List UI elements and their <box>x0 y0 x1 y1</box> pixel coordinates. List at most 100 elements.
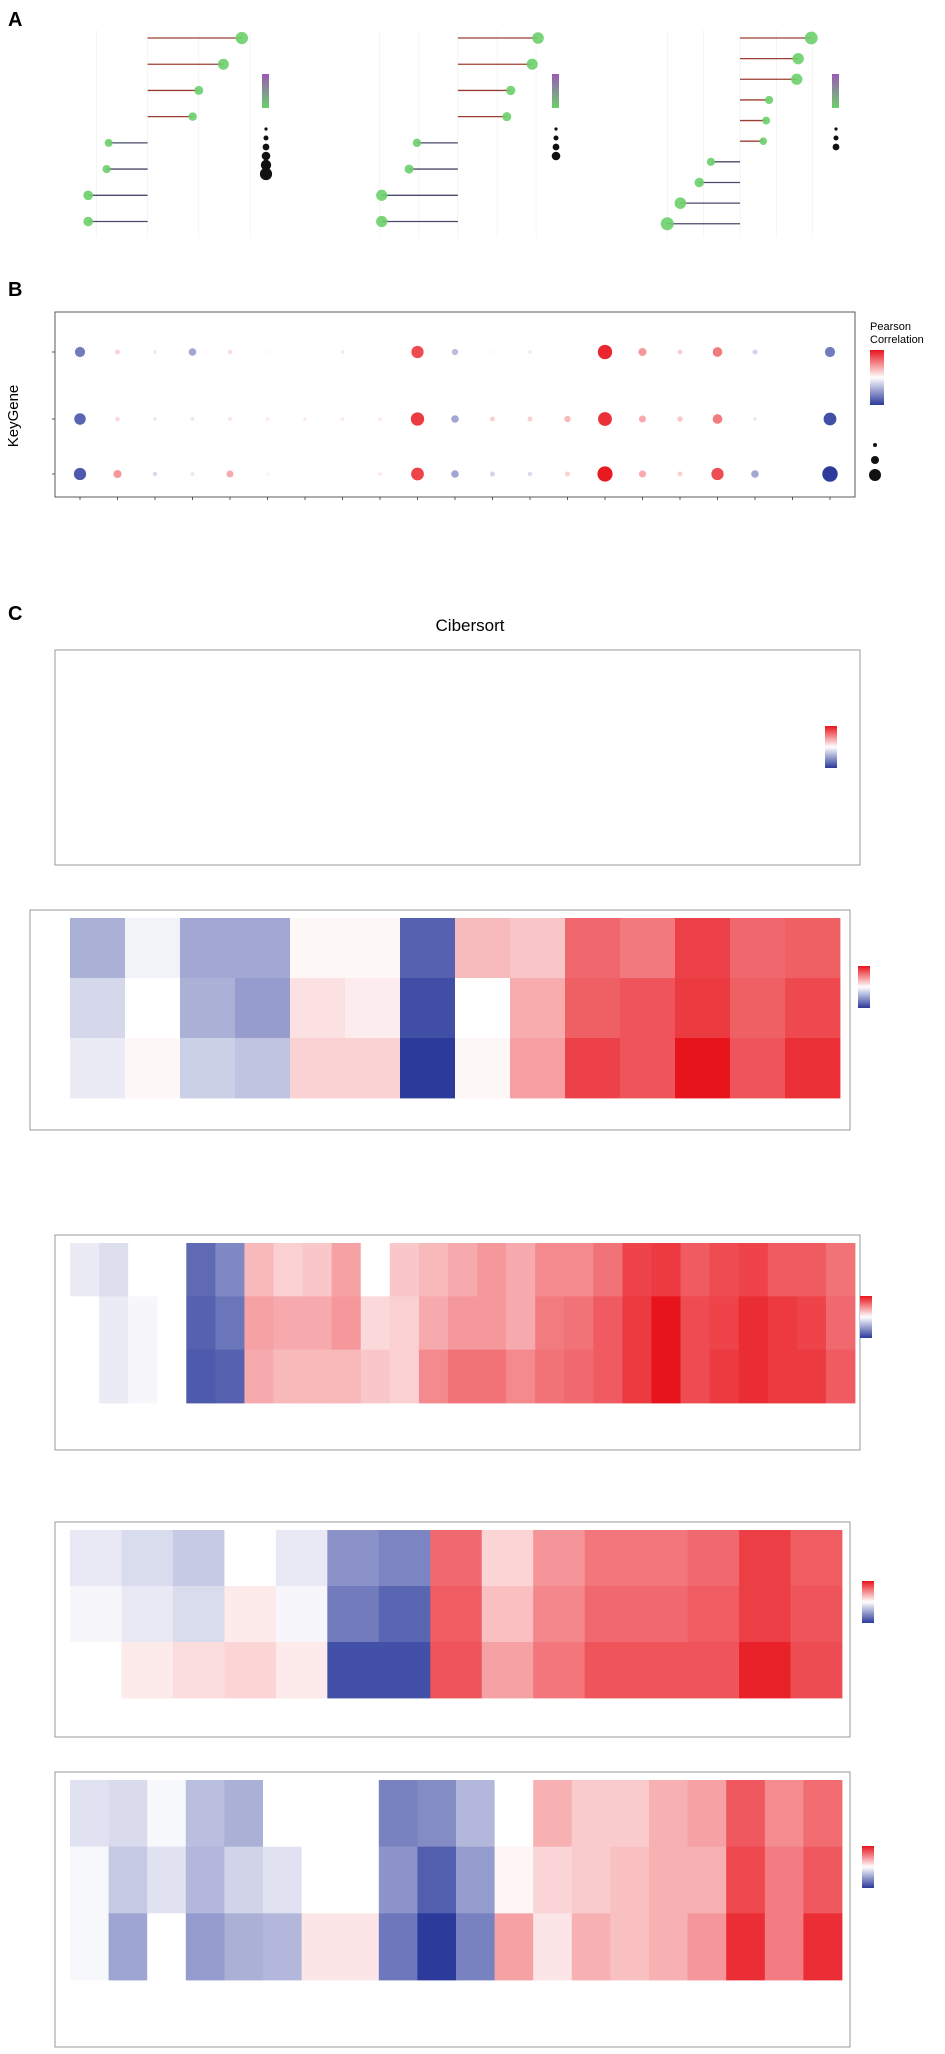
legend-title-2: Correlation <box>870 334 924 346</box>
heatmap-cell <box>331 1243 362 1297</box>
heatmap-cell <box>417 1780 457 1848</box>
heatmap-cell <box>790 1642 843 1699</box>
heatmap-cell <box>121 1586 174 1643</box>
heatmap-frame <box>54 1771 851 2048</box>
heatmap-cell <box>447 1296 478 1351</box>
heatmap-cell <box>121 1530 174 1587</box>
lollipop-dot <box>764 95 774 105</box>
legend-colorbar <box>862 1846 874 1888</box>
correlation-dot <box>265 417 270 421</box>
heatmap-cell <box>455 1038 511 1099</box>
heatmap-frame <box>54 1521 851 1738</box>
heatmap-cell <box>70 1349 100 1404</box>
heatmap-cell <box>345 1038 401 1099</box>
heatmap-cell <box>622 1296 652 1351</box>
lollipop-dot <box>759 137 768 145</box>
heatmap-cell <box>510 1038 566 1099</box>
heatmap-cell <box>70 1642 122 1699</box>
heatmap-cell <box>263 1846 302 1914</box>
correlation-dot <box>711 467 724 481</box>
heatmap-cell <box>417 1913 457 1981</box>
size-legend-dot <box>551 151 561 161</box>
heatmap-cell <box>738 1296 769 1351</box>
heatmap-cell <box>128 1349 158 1404</box>
heatmap-cell <box>610 1846 650 1914</box>
legend-colorbar <box>858 966 870 1008</box>
heatmap-cell <box>481 1530 534 1587</box>
heatmap-cell <box>244 1349 274 1404</box>
heatmap-cell <box>417 1846 457 1914</box>
correlation-dot <box>824 346 836 358</box>
heatmap-cell <box>675 918 731 979</box>
heatmap-cell <box>510 978 566 1039</box>
heatmap-cell <box>785 978 841 1039</box>
correlation-dot <box>791 350 794 354</box>
heatmap-cell <box>651 1296 681 1351</box>
heatmap-cell <box>610 1780 650 1848</box>
correlation-dot <box>341 472 344 476</box>
correlation-dot <box>597 466 613 482</box>
correlation-dot <box>410 412 425 426</box>
correlation-dot <box>115 349 120 355</box>
lollipop-dot <box>83 216 94 227</box>
heatmap-cell <box>157 1349 187 1404</box>
heatmap-cell <box>764 1780 804 1848</box>
panel-label-b: B <box>8 279 22 301</box>
heatmap-cell <box>494 1913 534 1981</box>
heatmap-cell <box>224 1530 277 1587</box>
heatmap-cell <box>224 1846 264 1914</box>
heatmap-cell <box>790 1586 843 1643</box>
heatmap-cell <box>378 1530 431 1587</box>
size-legend-dot <box>554 127 558 131</box>
correlation-dot <box>227 349 233 355</box>
panel-label-c: C <box>8 603 22 625</box>
heatmap-cell <box>273 1296 303 1351</box>
heatmap-cell <box>180 918 236 979</box>
heatmap-cell <box>571 1846 611 1914</box>
dotplot-title: Cibersort <box>436 616 505 635</box>
correlation-dot <box>451 415 459 423</box>
correlation-dot <box>598 412 612 426</box>
correlation-dot <box>190 417 195 421</box>
lollipop-dot <box>376 215 388 228</box>
pv-legend-dot <box>871 456 879 464</box>
correlation-dot <box>190 472 195 476</box>
correlation-dot <box>565 471 570 477</box>
heatmap-cell <box>273 1349 303 1404</box>
heatmap-cell <box>70 1586 122 1643</box>
correlation-dot <box>597 344 613 360</box>
lollipop-dot <box>694 177 705 188</box>
heatmap-cell <box>649 1913 688 1981</box>
heatmap-cell <box>494 1846 534 1914</box>
heatmap-cell <box>709 1243 740 1297</box>
heatmap-cell <box>584 1530 637 1587</box>
heatmap-cell <box>185 1913 225 1981</box>
heatmap-cell <box>764 1913 804 1981</box>
heatmap-cell <box>70 1913 109 1981</box>
heatmap-cell <box>481 1586 534 1643</box>
heatmap-cell <box>687 1846 727 1914</box>
heatmap-cell <box>477 1296 507 1351</box>
size-legend-dot <box>264 127 268 131</box>
correlation-dot <box>266 350 269 354</box>
lollipop-dot <box>104 138 113 147</box>
heatmap-cell <box>389 1243 420 1297</box>
heatmap-cell <box>302 1296 333 1351</box>
heatmap-cell <box>70 1846 109 1914</box>
heatmap-cell <box>273 1243 303 1297</box>
correlation-dot <box>822 466 838 482</box>
pv-legend-dot <box>869 469 881 481</box>
lollipop-panel <box>83 30 840 238</box>
heatmap-cell <box>584 1642 637 1699</box>
heatmap-cell <box>430 1642 483 1699</box>
heatmap-cell <box>477 1243 507 1297</box>
heatmap-cell <box>622 1243 652 1297</box>
heatmap-cell <box>180 1038 236 1099</box>
correlation-dot <box>638 470 647 478</box>
lollipop-dot <box>804 31 818 45</box>
correlation-dot <box>153 417 157 421</box>
heatmap-cell <box>147 1780 187 1848</box>
heatmap-cell <box>235 1038 291 1099</box>
heatmap-cell <box>418 1296 449 1351</box>
